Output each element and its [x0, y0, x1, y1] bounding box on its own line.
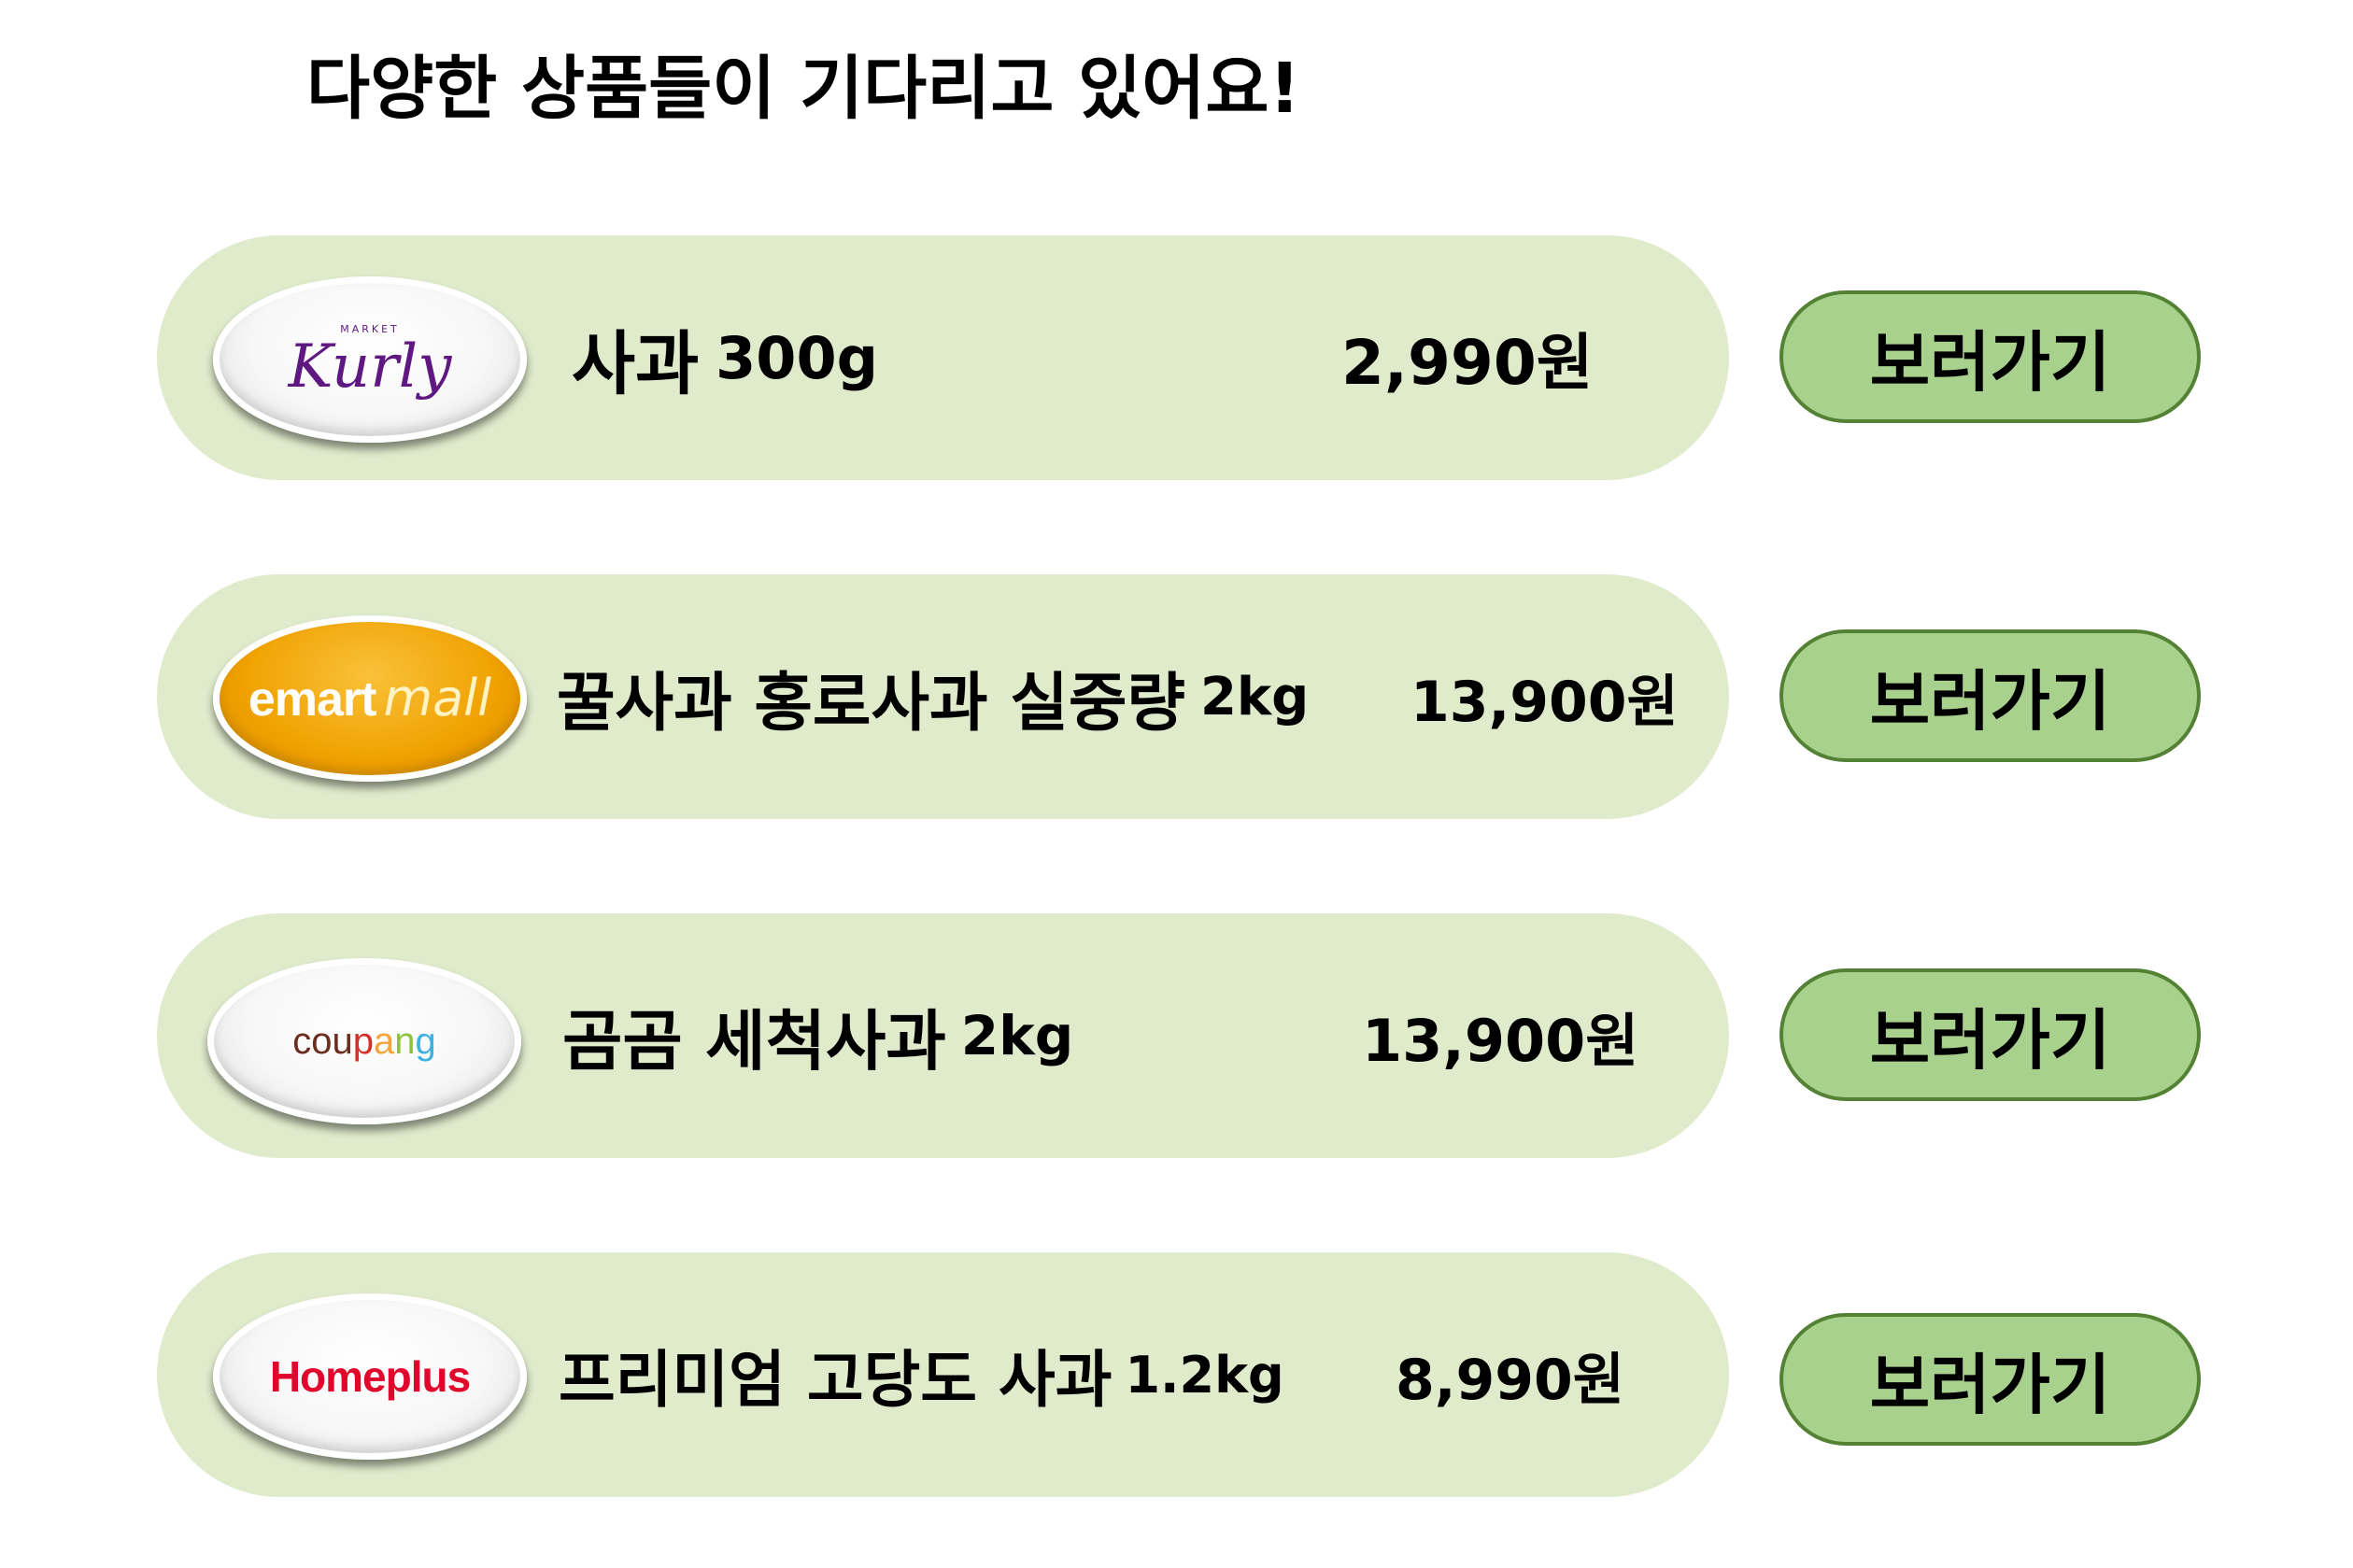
product-card-homeplus[interactable]: Homeplus 프리미엄 고당도 사과 1.2kg 8,990원 — [157, 1252, 1729, 1497]
product-price: 13,900원 — [1362, 1007, 1639, 1075]
product-price: 2,990원 — [1341, 327, 1594, 399]
product-name-main: 사과 — [572, 323, 700, 404]
product-card-emart[interactable]: emart mall 꿀사과 홍로사과 실중량 2kg 13,900원 — [157, 574, 1729, 819]
mall-logo-text: mall — [383, 669, 492, 727]
page-heading: 다양한 상품들이 기다리고 있어요! — [306, 49, 1301, 129]
coupang-logo-text: coupang — [292, 1021, 436, 1062]
product-price: 8,990원 — [1396, 1347, 1624, 1413]
product-name: 사과 300g — [572, 235, 878, 480]
product-name-main: 꿀사과 홍로사과 실중량 — [557, 666, 1185, 741]
product-name-main: 프리미엄 고당도 사과 — [559, 1344, 1113, 1416]
product-weight: 1.2kg — [1125, 1345, 1284, 1405]
homeplus-logo: Homeplus — [213, 1293, 527, 1460]
coupang-logo: coupang — [207, 958, 521, 1124]
view-button-kurly[interactable]: 보러가기 — [1779, 290, 2201, 423]
kurly-logo: MARKET Kurly — [213, 276, 527, 443]
product-card-kurly[interactable]: MARKET Kurly 사과 300g 2,990원 — [157, 235, 1729, 480]
product-card-coupang[interactable]: coupang 곰곰 세척사과 2kg 13,900원 — [157, 913, 1729, 1158]
product-weight: 300g — [716, 323, 878, 392]
product-name: 프리미엄 고당도 사과 1.2kg — [559, 1252, 1284, 1497]
product-name: 꿀사과 홍로사과 실중량 2kg — [557, 574, 1309, 819]
homeplus-logo-text: Homeplus — [269, 1352, 471, 1401]
view-button-homeplus[interactable]: 보러가기 — [1779, 1313, 2201, 1446]
product-name: 곰곰 세척사과 2kg — [562, 913, 1073, 1158]
view-button-coupang[interactable]: 보러가기 — [1779, 968, 2201, 1101]
product-name-main: 곰곰 세척사과 — [562, 1002, 946, 1080]
product-weight: 2kg — [960, 1004, 1074, 1067]
product-price: 13,900원 — [1410, 669, 1679, 735]
product-weight: 2kg — [1199, 666, 1310, 727]
view-button-emart[interactable]: 보러가기 — [1779, 629, 2201, 762]
emart-logo-text: emart — [248, 672, 377, 727]
kurly-logo-small-text: MARKET — [340, 322, 400, 335]
kurly-logo-text: Kurly — [288, 332, 452, 402]
emart-mall-logo: emart mall — [213, 615, 527, 782]
